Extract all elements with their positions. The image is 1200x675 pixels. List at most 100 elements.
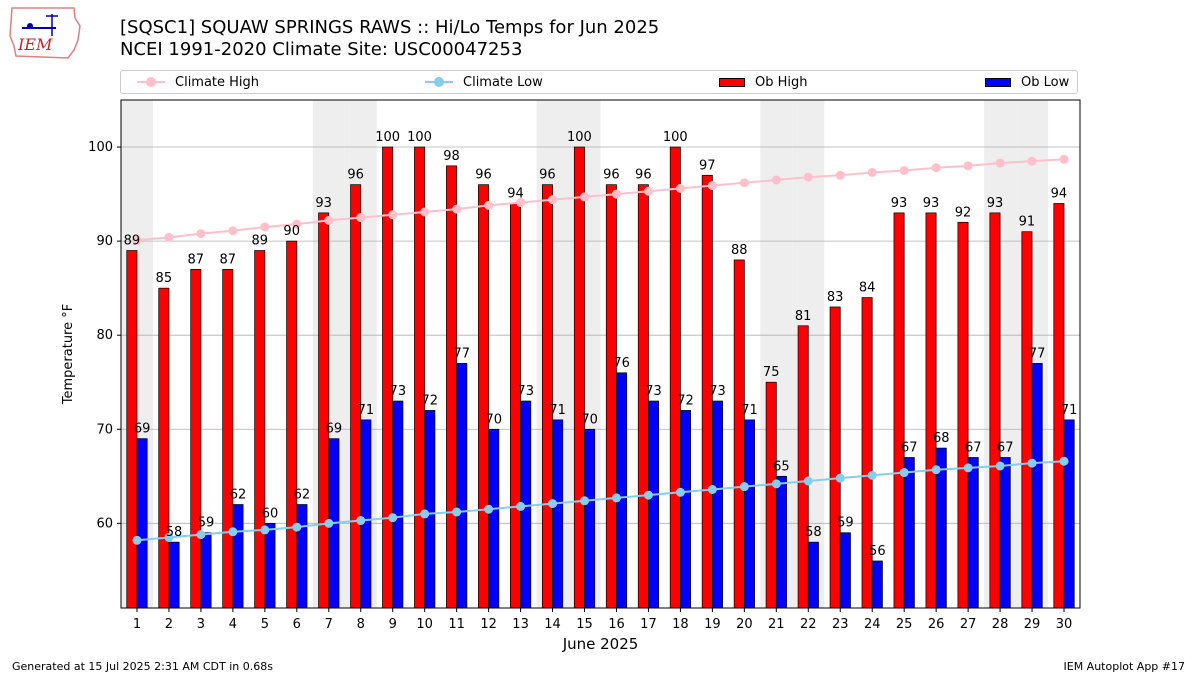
ob-low-data-label: 60 — [262, 506, 279, 521]
ob-high-data-label: 89 — [124, 234, 141, 249]
ob-low-data-label: 68 — [933, 431, 950, 446]
ob-high-data-label: 96 — [603, 168, 620, 183]
climate-low-point — [803, 476, 813, 486]
climate-low-point — [771, 479, 781, 489]
legend: Climate High Climate Low Ob High Ob Low — [120, 70, 1078, 94]
x-tick-label: 29 — [1024, 617, 1041, 632]
y-axis-label: Temperature °F — [61, 304, 76, 405]
legend-item-ob-high: Ob High — [719, 71, 808, 93]
legend-item-climate-low: Climate Low — [425, 71, 543, 93]
ob-high-bar — [669, 146, 681, 609]
ob-low-data-label: 65 — [773, 459, 790, 474]
ob-high-data-label: 93 — [891, 196, 908, 211]
ob-low-bar — [871, 560, 883, 609]
ob-low-data-label: 76 — [613, 356, 630, 371]
climate-low-point — [963, 463, 973, 473]
ob-low-bar — [1031, 363, 1043, 609]
ob-high-bar — [222, 268, 234, 609]
climate-low-point — [356, 516, 366, 526]
ob-low-data-label: 70 — [485, 412, 502, 427]
ob-low-bar — [552, 419, 564, 609]
ob-high-bar — [1021, 231, 1033, 609]
ob-high-bar — [989, 212, 1001, 609]
ob-low-data-label: 72 — [677, 393, 694, 408]
ob-low-data-label: 67 — [965, 440, 982, 455]
ob-low-data-label: 56 — [869, 544, 886, 559]
ob-high-bar — [158, 287, 170, 609]
generated-footer: Generated at 15 Jul 2025 2:31 AM CDT in … — [12, 660, 273, 673]
ob-low-data-label: 71 — [1061, 403, 1078, 418]
chart-subtitle: NCEI 1991-2020 Climate Site: USC00047253 — [120, 39, 523, 60]
climate-low-point — [1027, 458, 1037, 468]
climate-low-point — [228, 527, 238, 537]
ob-high-bar — [733, 259, 745, 609]
x-tick-label: 6 — [293, 617, 301, 632]
climate-high-point — [707, 181, 717, 191]
ob-low-bar — [680, 410, 691, 609]
ob-high-data-label: 93 — [923, 196, 940, 211]
legend-item-climate-high: Climate High — [137, 71, 259, 93]
climate-low-point — [739, 482, 749, 492]
climate-low-point — [611, 493, 621, 503]
climate-high-point — [995, 158, 1005, 168]
climate-low-point — [899, 468, 909, 478]
climate-low-point — [196, 530, 206, 540]
ob-low-bar — [392, 400, 404, 609]
climate-high-point — [484, 200, 494, 210]
x-tick-label: 8 — [357, 617, 365, 632]
y-tick-label: 70 — [96, 422, 113, 437]
climate-high-point — [420, 207, 430, 217]
x-tick-label: 22 — [800, 617, 817, 632]
ob-low-data-label: 73 — [645, 384, 662, 399]
x-tick-label: 15 — [576, 617, 593, 632]
y-tick-label: 60 — [96, 516, 113, 531]
ob-high-data-label: 97 — [699, 158, 716, 173]
climate-high-point — [292, 219, 302, 229]
ob-high-data-label: 96 — [347, 168, 364, 183]
climate-high-point — [388, 210, 398, 220]
climate-high-point — [164, 232, 174, 242]
x-tick-label: 18 — [672, 617, 689, 632]
legend-label-ob-low: Ob Low — [1021, 74, 1070, 90]
ob-high-data-label: 100 — [567, 130, 592, 145]
x-tick-label: 12 — [480, 617, 497, 632]
climate-high-point — [580, 192, 590, 202]
x-tick-label: 23 — [832, 617, 849, 632]
x-tick-label: 16 — [608, 617, 625, 632]
ob-low-bar — [488, 428, 500, 609]
ob-low-bar — [424, 410, 436, 609]
ob-low-bar — [456, 363, 468, 609]
climate-high-point — [803, 172, 813, 182]
ob-low-bar — [168, 541, 180, 609]
ob-low-data-label: 77 — [453, 346, 470, 361]
climate-high-point — [611, 189, 621, 199]
ob-high-data-label: 96 — [635, 168, 652, 183]
ob-low-bar — [1063, 419, 1075, 609]
ob-low-data-label: 58 — [805, 525, 822, 540]
ob-low-data-label: 77 — [1029, 346, 1046, 361]
x-tick-label: 11 — [448, 617, 465, 632]
y-tick-label: 90 — [96, 234, 113, 249]
ob-high-bar — [829, 306, 841, 609]
ob-high-bar — [510, 203, 521, 609]
climate-low-point — [1059, 456, 1069, 466]
climate-high-point — [260, 222, 270, 232]
ob-high-data-label: 91 — [1019, 215, 1036, 230]
climate-high-point — [867, 167, 877, 177]
legend-label-ob-high: Ob High — [755, 74, 808, 90]
y-tick-label: 80 — [96, 328, 113, 343]
ob-high-bar — [605, 184, 617, 609]
climate-low-point — [548, 499, 558, 509]
climate-high-point — [835, 170, 845, 180]
ob-high-bar — [478, 184, 489, 609]
legend-label-climate-high: Climate High — [175, 74, 260, 90]
climate-high-point — [899, 166, 909, 176]
climate-low-point — [580, 496, 590, 506]
ob-high-data-label: 93 — [315, 196, 332, 211]
ob-high-bar — [765, 381, 777, 609]
ob-low-data-label: 59 — [837, 516, 854, 531]
ob-low-data-label: 73 — [709, 384, 726, 399]
ob-high-bar — [797, 325, 809, 609]
ob-low-data-label: 67 — [901, 440, 918, 455]
x-tick-label: 9 — [389, 617, 397, 632]
